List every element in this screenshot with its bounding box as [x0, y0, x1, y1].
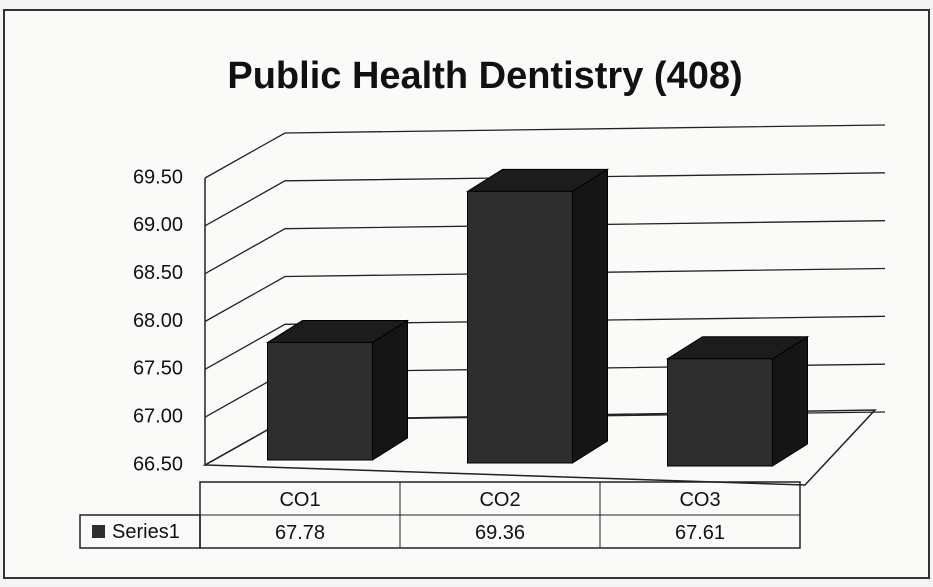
grid-line [204, 267, 886, 323]
bar-front [467, 190, 573, 464]
bar [665, 335, 810, 467]
y-tick-label: 67.00 [133, 405, 183, 427]
y-tick-label: 67.50 [133, 358, 183, 380]
y-tick-label: 68.00 [133, 310, 183, 332]
y-tick-label: 66.50 [133, 453, 183, 475]
y-tick-label: 69.00 [133, 214, 183, 236]
table-value: 67.78 [275, 522, 325, 544]
grid-line [204, 124, 886, 179]
chart-title: Public Health Dentistry (408) [227, 55, 742, 97]
bar-side [772, 335, 808, 467]
bar-front [267, 342, 373, 461]
bar-side [572, 168, 608, 464]
legend-label: Series1 [112, 521, 180, 543]
grid-line [204, 220, 886, 275]
x-tick-label: CO1 [279, 489, 320, 511]
grid-line [204, 172, 886, 227]
table-value: 69.36 [475, 522, 525, 544]
x-tick-label: CO3 [679, 489, 720, 511]
bar [465, 168, 610, 464]
y-tick-label: 69.50 [133, 166, 183, 188]
bar-front [667, 358, 773, 467]
grid-line [204, 315, 886, 370]
bar [265, 319, 410, 461]
y-tick-label: 68.50 [133, 262, 183, 284]
x-tick-label: CO2 [479, 489, 520, 511]
bar-side [372, 319, 408, 461]
legend-swatch [92, 525, 105, 538]
table-value: 67.61 [675, 522, 725, 544]
table-legend-cell [79, 514, 201, 549]
